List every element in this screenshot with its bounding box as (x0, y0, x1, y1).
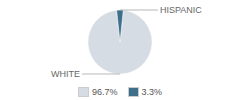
svg-text:HISPANIC: HISPANIC (160, 5, 202, 15)
html-text:3.3%: 3.3% (141, 87, 162, 97)
html-text:96.7%: 96.7% (92, 87, 118, 97)
svg-text:WHITE: WHITE (51, 69, 80, 79)
